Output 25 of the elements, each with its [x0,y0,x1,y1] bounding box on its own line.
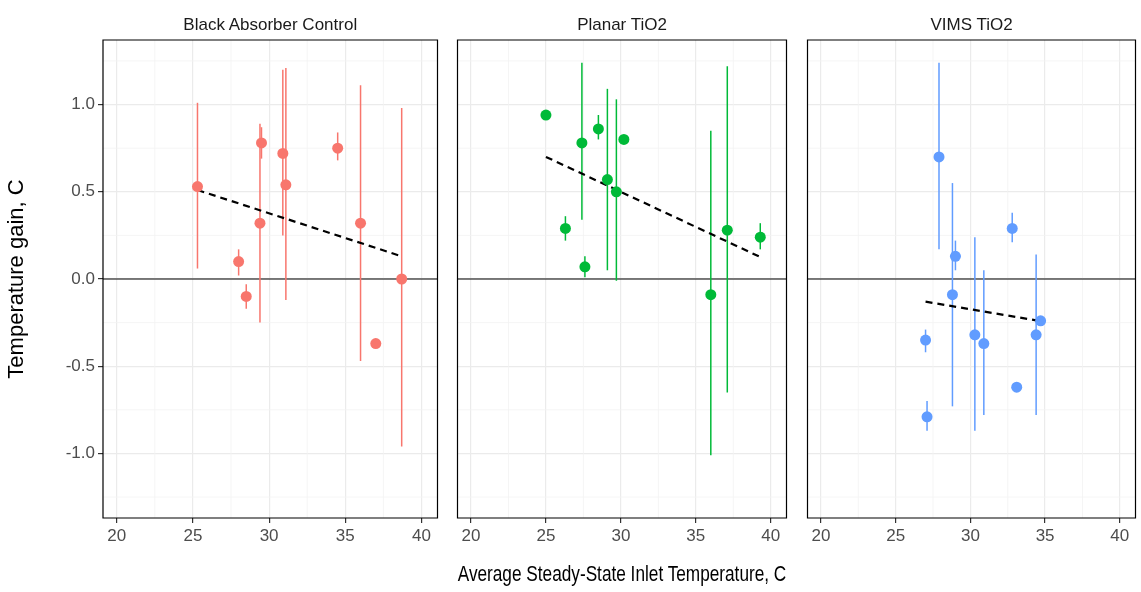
x-tick-label: 20 [461,525,481,545]
x-tick-label: 40 [761,525,781,545]
x-tick-label: 35 [686,525,706,545]
y-tick-label: -0.5 [65,355,95,375]
x-tick-label: 25 [536,525,556,545]
x-tick-label: 30 [960,525,980,545]
y-tick-label: -1.0 [65,443,95,463]
y-tick-label: 1.0 [71,94,95,114]
x-tick-label: 40 [412,525,431,545]
y-axis-title: Temperature gain, C [3,179,29,379]
y-tick-label: 0.0 [71,268,95,288]
x-tick-label: 35 [1035,525,1055,545]
y-tick-label: 0.5 [71,181,95,201]
x-tick-label: 25 [886,525,906,545]
x-tick-label: 30 [611,525,631,545]
chart-title: VIMS TiO2 [930,15,1013,34]
chart-title: Black Absorber Control [183,15,358,34]
x-tick-label: 40 [1110,525,1130,545]
x-tick-label: 20 [811,525,831,545]
x-tick-label: 30 [259,525,279,545]
x-tick-label: 35 [335,525,355,545]
x-tick-label: 25 [183,525,203,545]
x-axis-title: Average Steady-State Inlet Temperature, C [457,560,787,586]
x-tick-label: 20 [107,525,127,545]
chart-title: Planar TiO2 [577,15,667,34]
